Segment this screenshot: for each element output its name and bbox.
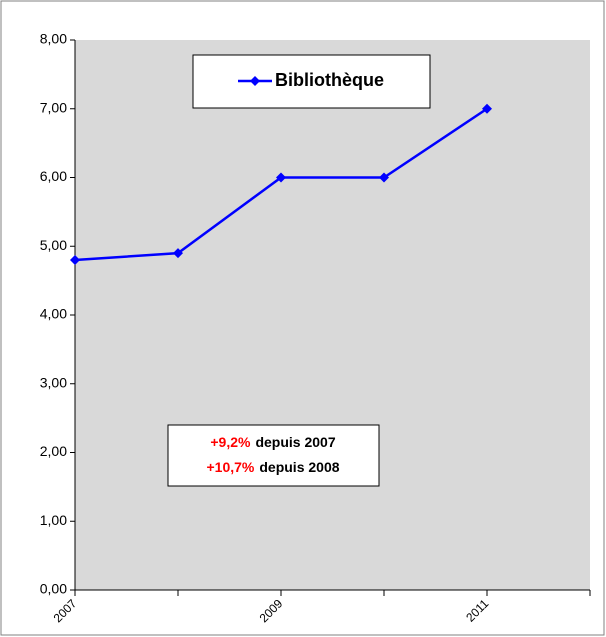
y-tick-label: 8,00 xyxy=(40,31,67,47)
y-tick-label: 0,00 xyxy=(40,581,67,597)
annotation-text: depuis 2007 xyxy=(255,434,335,450)
y-tick-label: 4,00 xyxy=(40,306,67,322)
annotation-highlight: +9,2% xyxy=(210,434,251,450)
marker xyxy=(70,255,80,265)
y-tick-label: 2,00 xyxy=(40,443,67,459)
marker xyxy=(379,172,389,183)
y-tick-label: 5,00 xyxy=(40,237,67,253)
marker xyxy=(482,103,492,114)
y-tick-label: 3,00 xyxy=(40,374,67,390)
y-tick-label: 1,00 xyxy=(40,512,67,528)
legend-box xyxy=(192,54,431,109)
annotation: +10,7% depuis 2008 xyxy=(206,459,339,475)
annotation-box xyxy=(167,424,380,487)
marker xyxy=(276,172,286,183)
legend-label: Bibliothèque xyxy=(275,70,384,90)
annotation-text: depuis 2008 xyxy=(259,459,339,475)
annotation: +9,2% depuis 2007 xyxy=(210,434,335,450)
y-tick-label: 7,00 xyxy=(40,99,67,115)
legend-marker xyxy=(250,76,260,86)
annotation-highlight: +10,7% xyxy=(206,459,254,475)
plot-area xyxy=(75,40,590,590)
marker xyxy=(173,248,183,259)
y-tick-label: 6,00 xyxy=(40,168,67,184)
